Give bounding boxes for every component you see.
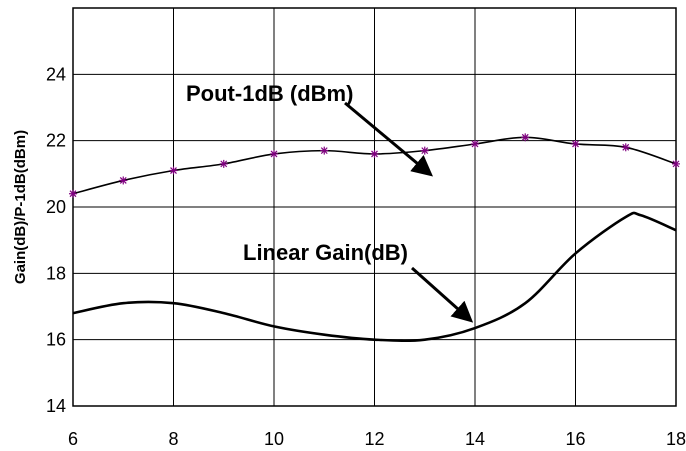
annotation-arrow-pout bbox=[344, 101, 433, 177]
data-point-marker bbox=[370, 149, 379, 158]
x-tick-label: 12 bbox=[364, 429, 384, 449]
x-tick-label: 10 bbox=[264, 429, 284, 449]
data-point-marker bbox=[420, 146, 429, 155]
y-tick-label: 22 bbox=[46, 131, 66, 151]
x-tick-label: 8 bbox=[168, 429, 178, 449]
annotation-label-gain: Linear Gain(dB) bbox=[243, 240, 408, 265]
y-tick-label: 14 bbox=[46, 396, 66, 416]
y-tick-label: 24 bbox=[46, 64, 66, 84]
annotation-label-pout: Pout-1dB (dBm) bbox=[186, 81, 353, 106]
y-tick-label: 16 bbox=[46, 330, 66, 350]
y-axis-title: Gain(dB)/P-1dB(dBm) bbox=[12, 130, 29, 284]
series-layer bbox=[69, 133, 680, 343]
y-tick-label: 18 bbox=[46, 263, 66, 283]
series-line-linear-gain bbox=[72, 211, 677, 343]
tick-labels: 6 8 10 12 14 16 18 14 16 18 20 22 24 bbox=[46, 64, 686, 449]
y-tick-label: 20 bbox=[46, 197, 66, 217]
x-tick-label: 6 bbox=[68, 429, 78, 449]
data-point-marker bbox=[69, 189, 77, 198]
data-point-marker bbox=[320, 146, 329, 155]
annotation-arrow-gain bbox=[411, 266, 474, 323]
annotation-layer: Pout-1dB (dBm) Linear Gain(dB) bbox=[186, 81, 474, 323]
x-tick-label: 14 bbox=[465, 429, 485, 449]
data-point-marker bbox=[571, 139, 580, 148]
data-point-marker bbox=[219, 159, 228, 168]
data-point-marker bbox=[270, 149, 278, 158]
data-point-marker bbox=[672, 159, 680, 168]
data-point-marker bbox=[471, 139, 479, 148]
x-tick-label: 18 bbox=[666, 429, 686, 449]
data-point-marker bbox=[521, 133, 530, 142]
data-point-marker bbox=[169, 166, 178, 175]
data-point-marker bbox=[621, 143, 630, 152]
data-point-marker bbox=[119, 176, 128, 185]
x-tick-label: 16 bbox=[565, 429, 585, 449]
